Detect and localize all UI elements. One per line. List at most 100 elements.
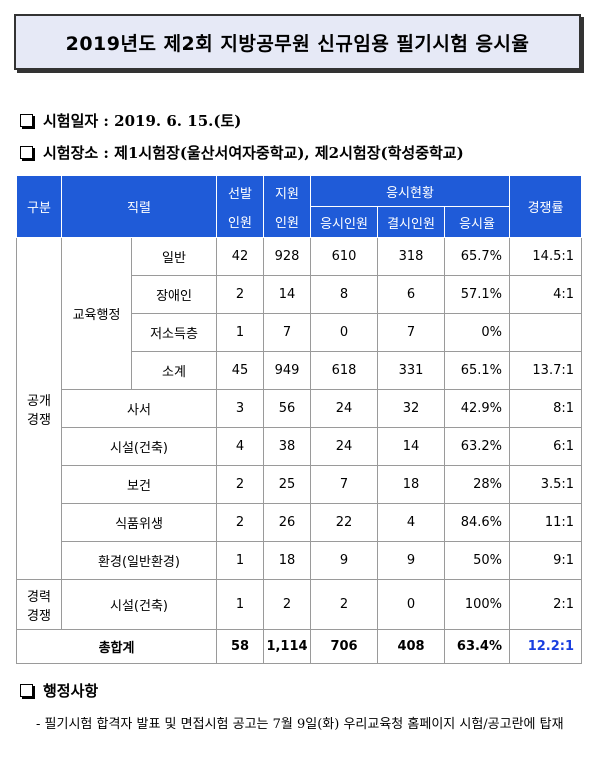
total-rate: 63.4% (444, 629, 511, 664)
group-career-line2: 경쟁 (27, 608, 51, 624)
total-row: 총합계 58 1,114 706 408 63.4% 12.2:1 (15, 629, 583, 664)
header-subrow: 응시인원 결시인원 응시율 (17, 206, 582, 238)
cell-selected: 2 (216, 465, 265, 504)
cell-selected: 1 (216, 313, 265, 352)
admin-note: - 필기시험 합격자 발표 및 면접시험 공고는 7월 9일(화) 우리교육청 … (36, 717, 564, 732)
cell-competition: 3.5:1 (509, 465, 583, 504)
table-row: 장애인 2 14 8 6 57.1% 4:1 (17, 275, 583, 314)
header-status: 응시현황 (310, 175, 511, 207)
cell-job: 보건 (60, 465, 218, 504)
group-public-line2: 경쟁 (27, 412, 51, 428)
header-applied-line1: 지원 (275, 186, 299, 202)
table-row: 환경(일반환경) 1 18 9 9 50% 9:1 (17, 541, 583, 580)
cell-job: 식품위생 (60, 503, 218, 542)
cell-selected: 42 (216, 237, 265, 276)
cell-absent: 331 (377, 351, 446, 390)
cell-selected: 4 (216, 427, 265, 466)
total-applied: 1,114 (263, 629, 312, 664)
cell-rate: 65.7% (444, 237, 511, 276)
cell-applied: 26 (263, 503, 312, 542)
header-selected: 선발 인원 (216, 175, 265, 238)
cell-competition: 14.5:1 (509, 237, 583, 276)
cell-competition: 13.7:1 (509, 351, 583, 390)
group-public-line1: 공개 (27, 393, 51, 409)
cell-job: 저소득층 (130, 313, 218, 352)
exam-place-line: 시험장소 : 제1시험장(울산서여자중학교), 제2시험장(학성중학교) (20, 142, 464, 163)
table-row: 식품위생 2 26 22 4 84.6% 11:1 (17, 503, 583, 542)
header-absent: 결시인원 (377, 206, 446, 238)
cell-rate: 65.1% (444, 351, 511, 390)
cell-competition: 8:1 (509, 389, 583, 428)
total-competition: 12.2:1 (509, 629, 583, 664)
total-selected: 58 (216, 629, 265, 664)
cell-absent: 14 (377, 427, 446, 466)
cell-absent: 18 (377, 465, 446, 504)
cell-selected: 2 (216, 275, 265, 314)
cell-applied: 2 (263, 579, 312, 630)
cell-absent: 0 (377, 579, 446, 630)
table-row: 저소득층 1 7 0 7 0% (17, 313, 583, 352)
table-row: 사서 3 56 24 32 42.9% 8:1 (17, 389, 583, 428)
cell-rate: 84.6% (444, 503, 511, 542)
group-career: 경력 경쟁 (16, 579, 62, 630)
header-selected-line2: 인원 (228, 215, 252, 231)
table-row: 경력 경쟁 시설(건축) 1 2 2 0 100% 2:1 (16, 579, 583, 630)
cell-attended: 7 (310, 465, 379, 504)
header-job: 직렬 (60, 175, 218, 238)
cell-absent: 9 (377, 541, 446, 580)
cell-job: 일반 (130, 237, 218, 276)
cell-applied: 928 (263, 237, 312, 276)
cell-absent: 7 (377, 313, 446, 352)
cell-rate: 28% (444, 465, 511, 504)
group-edu-admin: 교육행정 (61, 237, 132, 390)
cell-selected: 1 (216, 579, 265, 630)
admin-heading-line: 행정사항 (20, 680, 98, 701)
header-rate: 응시율 (444, 206, 511, 238)
cell-rate: 42.9% (444, 389, 511, 428)
cell-job: 시설(건축) (60, 579, 218, 630)
page-title-box: 2019년도 제2회 지방공무원 신규임용 필기시험 응시율 (14, 14, 581, 70)
cell-competition: 6:1 (509, 427, 583, 466)
cell-absent: 4 (377, 503, 446, 542)
table-row: 공개 경쟁 교육행정 일반 42 928 610 318 65.7% 14.5:… (16, 237, 583, 580)
exam-rate-table: 구분 직렬 선발 인원 지원 인원 응시현황 경쟁률 응시인원 결시인원 응시율… (15, 175, 583, 664)
cell-competition: 9:1 (509, 541, 583, 580)
admin-heading: 행정사항 (43, 682, 99, 700)
cell-job: 소계 (130, 351, 218, 390)
cell-competition: 2:1 (509, 579, 583, 630)
cell-rate: 57.1% (444, 275, 511, 314)
cell-selected: 1 (216, 541, 265, 580)
cell-attended: 618 (310, 351, 379, 390)
cell-competition: 4:1 (509, 275, 583, 314)
header-row: 구분 직렬 선발 인원 지원 인원 응시현황 경쟁률 (16, 175, 583, 238)
table-row: 소계 45 949 618 331 65.1% 13.7:1 (17, 351, 583, 390)
header-selected-line1: 선발 (228, 186, 252, 202)
cell-attended: 0 (310, 313, 379, 352)
cell-applied: 56 (263, 389, 312, 428)
cell-attended: 610 (310, 237, 379, 276)
cell-competition (509, 313, 583, 352)
header-applied: 지원 인원 (263, 175, 312, 238)
cell-selected: 45 (216, 351, 265, 390)
table-row: 시설(건축) 4 38 24 14 63.2% 6:1 (17, 427, 583, 466)
cell-competition: 11:1 (509, 503, 583, 542)
total-absent: 408 (377, 629, 446, 664)
cell-attended: 22 (310, 503, 379, 542)
cell-applied: 14 (263, 275, 312, 314)
checkbox-bullet-icon (20, 684, 33, 697)
cell-rate: 63.2% (444, 427, 511, 466)
total-attended: 706 (310, 629, 379, 664)
header-group: 구분 (16, 175, 62, 238)
cell-absent: 6 (377, 275, 446, 314)
cell-job: 환경(일반환경) (60, 541, 218, 580)
cell-applied: 18 (263, 541, 312, 580)
exam-date: 시험일자 : 2019. 6. 15.(토) (43, 112, 242, 130)
header-attended: 응시인원 (310, 206, 379, 238)
cell-attended: 24 (310, 427, 379, 466)
table-row: 보건 2 25 7 18 28% 3.5:1 (17, 465, 583, 504)
checkbox-bullet-icon (20, 146, 33, 159)
page-title: 2019년도 제2회 지방공무원 신규임용 필기시험 응시율 (65, 32, 530, 55)
exam-date-line: 시험일자 : 2019. 6. 15.(토) (20, 110, 241, 131)
cell-attended: 2 (310, 579, 379, 630)
cell-applied: 38 (263, 427, 312, 466)
